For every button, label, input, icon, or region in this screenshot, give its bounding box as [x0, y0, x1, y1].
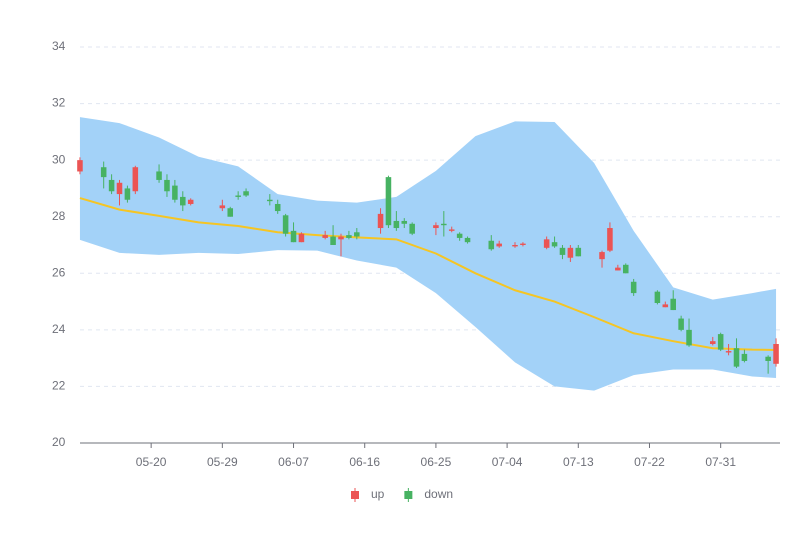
candle-body — [433, 225, 439, 229]
x-tick-label: 05-29 — [207, 455, 238, 469]
candle-body — [124, 188, 131, 200]
x-tick-label: 06-16 — [349, 455, 380, 469]
x-tick-label: 07-31 — [705, 455, 736, 469]
candle-body — [401, 220, 408, 224]
candle-body — [409, 223, 415, 234]
y-tick-label: 30 — [52, 152, 66, 166]
y-tick-label: 26 — [52, 265, 66, 279]
candle-body — [385, 177, 392, 226]
candle-body — [77, 160, 83, 172]
candle-body — [227, 208, 234, 217]
candle-body — [441, 223, 447, 226]
x-tick-label: 05-20 — [136, 455, 167, 469]
candle-body — [377, 213, 384, 229]
candle-body — [607, 228, 613, 251]
candle-body — [243, 191, 249, 196]
candle-body — [464, 237, 471, 243]
candle-body — [116, 182, 123, 195]
candle-body — [354, 232, 360, 237]
candle-body — [599, 252, 605, 260]
candle-body — [456, 233, 463, 238]
candle-body — [662, 304, 669, 308]
candle-body — [559, 247, 566, 255]
candle-body — [346, 235, 352, 238]
y-tick-label: 34 — [52, 39, 66, 53]
y-tick-label: 20 — [52, 435, 66, 449]
candle-body — [670, 298, 676, 311]
legend-item: down — [404, 487, 453, 502]
candle-body — [512, 245, 518, 247]
candle-body — [219, 205, 226, 209]
candle-body — [654, 291, 661, 303]
candle-body — [235, 195, 241, 197]
candle-body — [187, 199, 194, 204]
candle-body — [290, 230, 297, 243]
candle-body — [488, 240, 495, 250]
candle-body — [156, 171, 162, 180]
candle-body — [765, 356, 771, 361]
candle-body — [686, 329, 692, 346]
band-middle-line — [79, 197, 777, 351]
band-area — [79, 117, 777, 391]
candle-body — [393, 220, 400, 229]
candle-body — [132, 167, 139, 192]
candle-body — [678, 318, 684, 330]
candle-body — [630, 281, 637, 294]
legend-label: down — [424, 487, 453, 501]
candle-body — [567, 247, 574, 258]
legend-label: up — [371, 487, 385, 501]
candle-body — [298, 233, 305, 243]
x-tick-label: 07-13 — [563, 455, 594, 469]
candle-body — [164, 179, 170, 192]
candle-body — [338, 236, 344, 240]
y-tick-label: 28 — [52, 209, 66, 223]
candle-body — [773, 344, 779, 364]
candle-body — [741, 353, 748, 361]
candle-body — [709, 341, 716, 344]
candle-body — [733, 348, 740, 367]
candle-body — [448, 229, 455, 231]
legend-swatch — [351, 491, 359, 499]
candle-body — [543, 239, 550, 248]
candle-body — [717, 334, 724, 350]
candle-body — [622, 264, 629, 274]
y-tick-label: 32 — [52, 96, 66, 110]
candle-body — [615, 267, 621, 271]
candle-body — [267, 199, 273, 202]
y-tick-label: 22 — [52, 379, 66, 393]
y-tick-label: 24 — [52, 322, 66, 336]
x-tick-label: 07-04 — [492, 455, 523, 469]
candle-body — [575, 247, 582, 257]
candle-body — [551, 242, 558, 247]
candle-body — [330, 236, 336, 245]
candle-body — [180, 196, 186, 206]
candle-body — [100, 167, 107, 178]
x-tick-label: 07-22 — [634, 455, 665, 469]
legend-swatch — [404, 491, 413, 499]
candle-body — [520, 243, 526, 245]
candle-body — [108, 179, 115, 192]
candle-body — [496, 243, 502, 247]
candle-body — [172, 185, 178, 200]
candle-body — [725, 351, 732, 353]
x-tick-label: 06-07 — [278, 455, 309, 469]
candle-body — [282, 215, 289, 234]
candle-body — [274, 203, 281, 212]
x-tick-label: 06-25 — [421, 455, 452, 469]
candle-body — [322, 235, 328, 238]
legend-item: up — [351, 487, 385, 502]
